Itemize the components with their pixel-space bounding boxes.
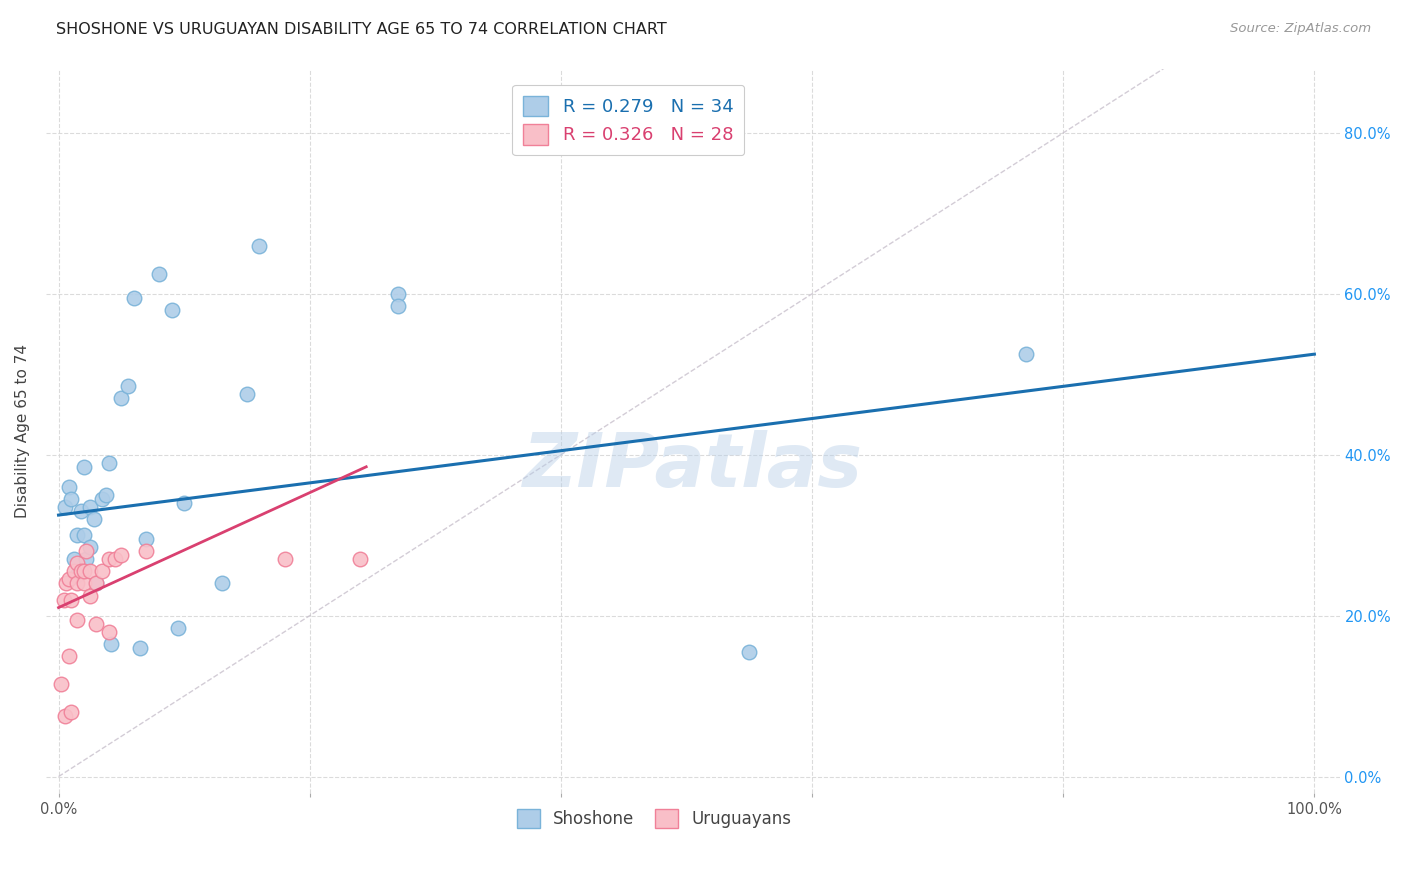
Point xyxy=(66,576,89,591)
Point xyxy=(349,552,371,566)
Point xyxy=(173,496,195,510)
Point xyxy=(84,576,107,591)
Point xyxy=(75,544,97,558)
Point xyxy=(58,573,80,587)
Point xyxy=(97,552,120,566)
Point xyxy=(135,532,157,546)
Point xyxy=(62,565,84,579)
Point xyxy=(60,491,83,506)
Point xyxy=(53,500,76,514)
Point xyxy=(66,557,89,571)
Point xyxy=(97,624,120,639)
Point xyxy=(66,528,89,542)
Point xyxy=(58,648,80,663)
Point xyxy=(96,488,118,502)
Point xyxy=(84,576,107,591)
Point xyxy=(97,456,120,470)
Point xyxy=(387,299,409,313)
Point xyxy=(117,379,139,393)
Point xyxy=(129,640,152,655)
Point xyxy=(83,512,105,526)
Point xyxy=(100,637,122,651)
Point xyxy=(60,592,83,607)
Point xyxy=(1014,347,1036,361)
Point xyxy=(70,565,93,579)
Point xyxy=(52,592,75,607)
Text: ZIPatlas: ZIPatlas xyxy=(523,430,863,503)
Point xyxy=(72,565,94,579)
Point xyxy=(110,392,132,406)
Point xyxy=(72,528,94,542)
Point xyxy=(79,500,101,514)
Point xyxy=(211,576,233,591)
Point xyxy=(53,709,76,723)
Point xyxy=(160,302,183,317)
Point xyxy=(91,491,114,506)
Legend: Shoshone, Uruguayans: Shoshone, Uruguayans xyxy=(510,803,797,835)
Point xyxy=(387,286,409,301)
Text: Source: ZipAtlas.com: Source: ZipAtlas.com xyxy=(1230,22,1371,36)
Point xyxy=(79,541,101,555)
Point xyxy=(55,576,77,591)
Point xyxy=(60,705,83,719)
Point xyxy=(236,387,259,401)
Point xyxy=(66,613,89,627)
Text: SHOSHONE VS URUGUAYAN DISABILITY AGE 65 TO 74 CORRELATION CHART: SHOSHONE VS URUGUAYAN DISABILITY AGE 65 … xyxy=(56,22,666,37)
Point xyxy=(166,621,188,635)
Point xyxy=(66,568,89,582)
Point xyxy=(79,589,101,603)
Y-axis label: Disability Age 65 to 74: Disability Age 65 to 74 xyxy=(15,343,30,517)
Point xyxy=(135,544,157,558)
Point xyxy=(91,565,114,579)
Point xyxy=(75,552,97,566)
Point xyxy=(148,267,170,281)
Point xyxy=(738,645,761,659)
Point xyxy=(62,552,84,566)
Point xyxy=(58,480,80,494)
Point xyxy=(249,238,271,252)
Point xyxy=(110,549,132,563)
Point xyxy=(72,459,94,474)
Point xyxy=(273,552,295,566)
Point xyxy=(122,291,145,305)
Point xyxy=(49,677,72,691)
Point xyxy=(84,616,107,631)
Point xyxy=(70,504,93,518)
Point xyxy=(104,552,127,566)
Point xyxy=(72,576,94,591)
Point xyxy=(79,565,101,579)
